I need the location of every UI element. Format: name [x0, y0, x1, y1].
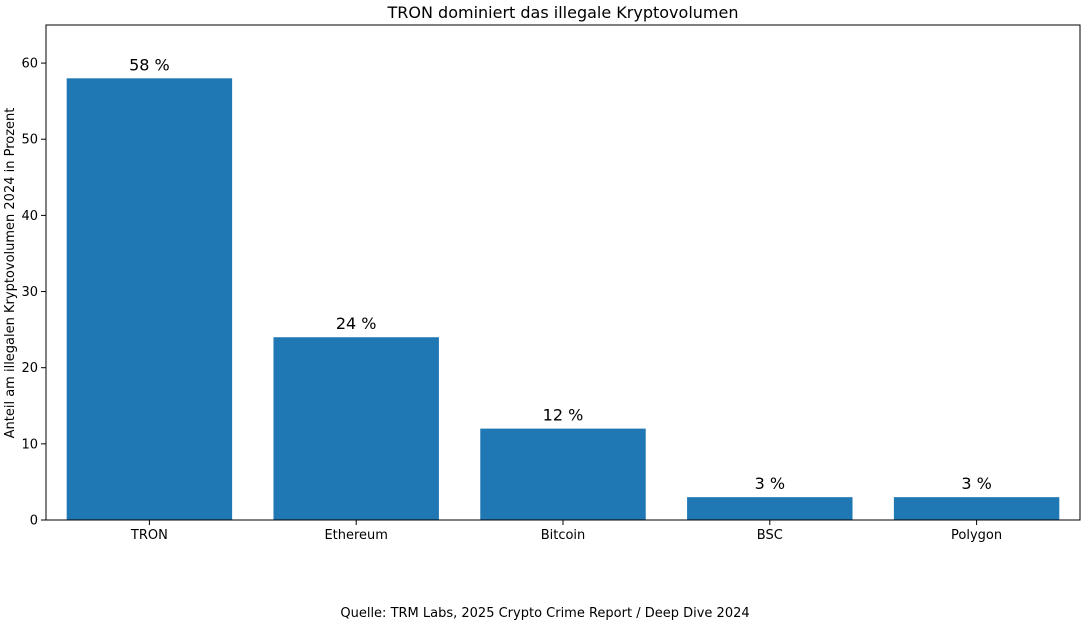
source-note: Quelle: TRM Labs, 2025 Crypto Crime Repo…	[340, 606, 750, 621]
y-axis-label: Anteil am illegalen Kryptovolumen 2024 i…	[3, 108, 18, 439]
bar-tron	[66, 78, 233, 521]
data-label: 12 %	[543, 406, 584, 425]
plot-frame	[45, 24, 1081, 521]
y-tick-label: 0	[30, 514, 38, 529]
data-label: 58 %	[129, 55, 170, 74]
plot-area: 58 % TRON 24 % Ethereum 12 % Bitcoin 3 % BSC 3 %…	[21, 24, 1081, 543]
y-tick-label: 30	[21, 285, 38, 300]
y-tick-label: 50	[21, 133, 38, 148]
bar-polygon	[893, 497, 1060, 520]
bar-bsc	[687, 497, 853, 520]
x-tick-label: TRON	[130, 528, 168, 543]
data-label: 24 %	[336, 314, 377, 333]
y-tick-label: 60	[21, 57, 38, 72]
x-tick-label: Ethereum	[324, 528, 388, 543]
bar-bitcoin	[480, 428, 646, 520]
chart-title: TRON dominiert das illegale Kryptovolume…	[387, 3, 739, 22]
x-tick-label: BSC	[757, 528, 783, 543]
y-tick-label: 40	[21, 209, 38, 224]
y-tick-label: 20	[21, 361, 38, 376]
y-tick-label: 10	[21, 437, 38, 452]
x-tick-label: Polygon	[951, 528, 1002, 543]
data-label: 3 %	[961, 474, 991, 493]
x-tick-label: Bitcoin	[541, 528, 586, 543]
bar-ethereum	[273, 337, 439, 520]
data-label: 3 %	[755, 474, 785, 493]
